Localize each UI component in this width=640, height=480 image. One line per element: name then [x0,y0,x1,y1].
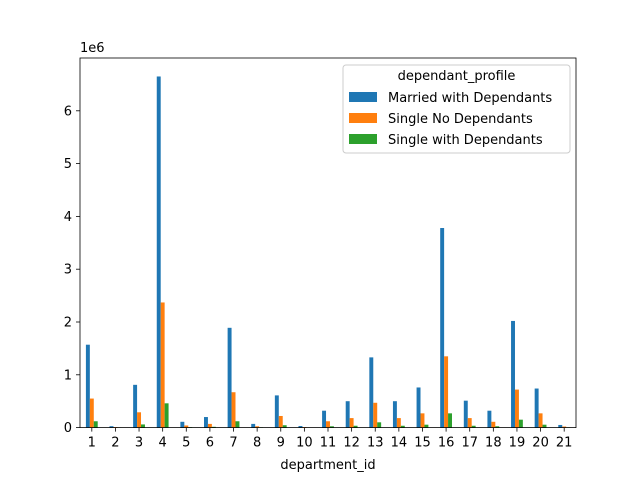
bar-series-1-dept-8 [251,423,256,428]
legend-box [342,64,571,154]
bars-group [85,76,571,428]
bar-series-3-dept-13 [377,422,382,428]
bar-series-1-dept-1 [85,344,90,428]
bar-series-3-dept-12 [353,425,358,428]
bar-series-2-dept-9 [278,415,283,428]
x-tick-label: 12 [343,436,360,451]
x-tick-label: 10 [296,436,313,451]
y-ticks-group: 0 1 2 3 4 5 6 [64,104,80,436]
legend: dependant_profile Married with Dependant… [342,64,571,154]
bar-series-2-dept-15 [420,413,425,428]
x-tick-label: 13 [367,436,384,451]
x-tick-label: 5 [182,436,190,451]
x-tick-label: 7 [229,436,237,451]
bar-series-2-dept-5 [184,425,189,428]
bar-series-2-dept-16 [444,356,449,428]
bar-series-2-dept-3 [137,412,142,428]
bar-series-3-dept-9 [282,425,287,428]
bar-series-1-dept-12 [345,401,350,428]
y-tick-label: 1 [64,368,72,383]
bar-series-1-dept-5 [180,421,185,428]
bar-series-1-dept-18 [487,410,492,428]
x-axis-title: department_id [280,458,375,473]
bar-series-1-dept-9 [274,395,279,428]
legend-label-1: Married with Dependants [388,91,552,106]
bar-series-2-dept-8 [255,426,260,428]
legend-title: dependant_profile [398,69,516,84]
bar-series-2-dept-19 [514,389,519,428]
x-tick-label: 9 [277,436,285,451]
y-offset-label: 1e6 [80,41,105,56]
y-tick-label: 5 [64,157,72,172]
y-tick-label: 6 [64,104,72,119]
x-ticks-group: 1 2 3 4 5 6 7 8 9 10 11 12 13 14 15 16 17 18 19 20 21 [88,427,573,451]
y-tick-label: 0 [64,421,72,436]
bar-series-1-dept-4 [156,76,161,428]
legend-swatch-3 [349,134,377,144]
x-tick-label: 6 [206,436,214,451]
y-tick-label: 2 [64,316,72,331]
bar-series-1-dept-17 [463,400,468,428]
x-tick-label: 4 [159,436,167,451]
bar-series-2-dept-21 [562,426,567,428]
bar-series-1-dept-21 [558,424,563,428]
legend-swatch-1 [349,92,377,102]
bar-series-2-dept-20 [538,413,543,428]
bar-series-3-dept-1 [93,421,98,428]
bar-series-1-dept-14 [392,401,397,428]
legend-label-2: Single No Dependants [388,112,533,127]
bar-series-2-dept-18 [491,421,496,428]
x-tick-label: 21 [556,436,573,451]
y-tick-label: 3 [64,263,72,278]
bar-series-3-dept-11 [329,426,334,428]
bar-series-2-dept-12 [349,418,354,428]
bar-series-2-dept-17 [467,418,472,428]
x-tick-label: 16 [438,436,455,451]
bar-series-2-dept-1 [89,398,94,428]
bar-series-3-dept-17 [471,425,476,428]
x-tick-label: 17 [461,436,478,451]
bar-series-3-dept-3 [141,424,145,428]
y-tick-label: 4 [64,210,72,225]
bar-series-1-dept-15 [416,387,421,428]
x-tick-label: 19 [509,436,526,451]
bar-series-3-dept-14 [400,425,405,428]
bar-series-1-dept-10 [298,426,303,428]
x-tick-label: 20 [532,436,549,451]
bar-series-1-dept-6 [204,417,208,428]
bar-series-2-dept-6 [207,423,212,428]
bar-series-3-dept-4 [164,403,169,428]
bar-series-1-dept-16 [440,228,445,428]
bar-series-1-dept-19 [511,320,515,428]
bar-series-1-dept-3 [133,384,138,428]
x-tick-label: 14 [391,436,408,451]
bar-series-2-dept-7 [231,392,236,428]
plot-frame [79,57,577,429]
bar-series-3-dept-7 [235,421,240,428]
x-tick-label: 2 [111,436,119,451]
bar-series-1-dept-20 [534,388,539,428]
x-tick-label: 11 [320,436,337,451]
legend-label-3: Single with Dependants [388,133,543,148]
bar-series-3-dept-20 [542,424,547,428]
bar-series-1-dept-2 [109,426,114,428]
bar-series-1-dept-11 [322,410,327,428]
bar-series-3-dept-18 [495,426,500,428]
bar-series-3-dept-15 [424,424,429,428]
x-tick-label: 18 [485,436,502,451]
bar-series-2-dept-14 [396,418,401,428]
bar-series-1-dept-13 [369,357,374,428]
x-tick-label: 3 [135,436,143,451]
x-tick-label: 1 [88,436,96,451]
bar-series-3-dept-19 [518,419,523,428]
x-tick-label: 15 [414,436,431,451]
bar-series-3-dept-16 [448,413,452,428]
bar-series-2-dept-11 [326,421,330,428]
bar-series-2-dept-4 [160,302,165,428]
legend-swatch-2 [349,113,377,123]
bar-series-1-dept-7 [227,327,232,428]
x-tick-label: 8 [253,436,261,451]
bar-series-2-dept-13 [373,402,378,428]
